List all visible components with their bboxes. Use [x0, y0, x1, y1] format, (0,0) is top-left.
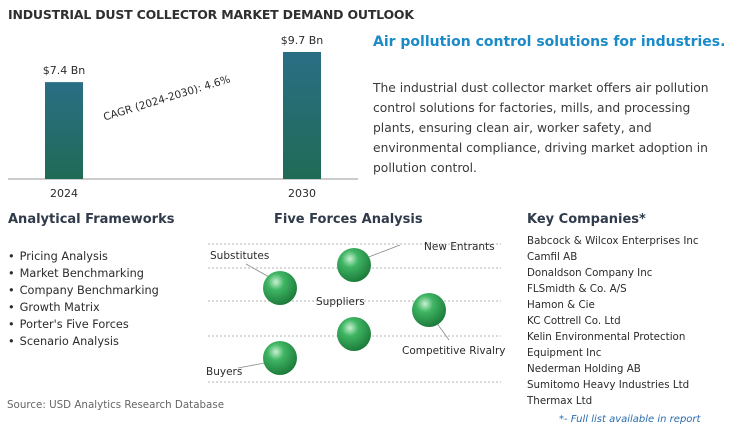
substitutes-sphere: [263, 271, 297, 305]
list-item: Pricing Analysis: [8, 248, 159, 265]
competitive-rivalry-sphere: [412, 293, 446, 327]
source-note: Source: USD Analytics Research Database: [7, 399, 225, 411]
list-item: Scenario Analysis: [8, 333, 159, 350]
list-item: FLSmidth & Co. A/S: [527, 283, 627, 295]
headline: Air pollution control solutions for indu…: [373, 34, 726, 50]
bar-2030: [283, 52, 321, 179]
buyers-label: Buyers: [206, 366, 242, 378]
list-item: Kelin Environmental Protection: [527, 331, 686, 343]
list-item: Donaldson Company Inc: [527, 267, 653, 279]
bar-chart: $7.4 Bn 2024 $9.7 Bn 2030: [8, 34, 358, 200]
companies-list: Babcock & Wilcox Enterprises Inc Camfil …: [527, 233, 699, 409]
competitive-rivalry-label: Competitive Rivalry: [402, 345, 506, 357]
five-forces-heading: Five Forces Analysis: [274, 212, 423, 227]
bar-2024: [45, 82, 83, 179]
footnote: *- Full list available in report: [559, 414, 701, 425]
list-item: Equipment Inc: [527, 347, 602, 359]
list-item: Company Benchmarking: [8, 282, 159, 299]
key-companies-heading: Key Companies*: [527, 212, 646, 227]
list-item: Camfil AB: [527, 251, 578, 263]
substitutes-label: Substitutes: [210, 250, 269, 262]
new-entrants-sphere: [337, 248, 371, 282]
frameworks-list: Pricing Analysis Market Benchmarking Com…: [8, 248, 159, 350]
list-item: Nederman Holding AB: [527, 363, 641, 375]
buyers-sphere: [263, 341, 297, 375]
connector-line: [435, 321, 450, 341]
list-item: Market Benchmarking: [8, 265, 159, 282]
list-item: Growth Matrix: [8, 299, 159, 316]
five-forces-diagram: Substitutes New Entrants Suppliers Compe…: [206, 241, 506, 383]
list-item: Babcock & Wilcox Enterprises Inc: [527, 235, 699, 247]
description: The industrial dust collector market off…: [373, 81, 709, 175]
list-item: KC Cottrell Co. Ltd: [527, 315, 621, 327]
page-title: INDUSTRIAL DUST COLLECTOR MARKET DEMAND …: [8, 7, 414, 22]
new-entrants-label: New Entrants: [424, 241, 495, 253]
list-item: Sumitomo Heavy Industries Ltd: [527, 379, 690, 391]
list-item: Porter's Five Forces: [8, 316, 159, 333]
data-label: $9.7 Bn: [281, 34, 324, 47]
data-label: $7.4 Bn: [43, 64, 86, 77]
frameworks-heading: Analytical Frameworks: [8, 212, 175, 227]
list-item: Thermax Ltd: [527, 395, 593, 407]
x-tick-label: 2030: [288, 187, 316, 200]
suppliers-sphere: [337, 317, 371, 351]
suppliers-label: Suppliers: [316, 296, 365, 308]
connector-line: [365, 244, 401, 259]
x-tick-label: 2024: [50, 187, 78, 200]
list-item: Hamon & Cie: [527, 299, 595, 311]
